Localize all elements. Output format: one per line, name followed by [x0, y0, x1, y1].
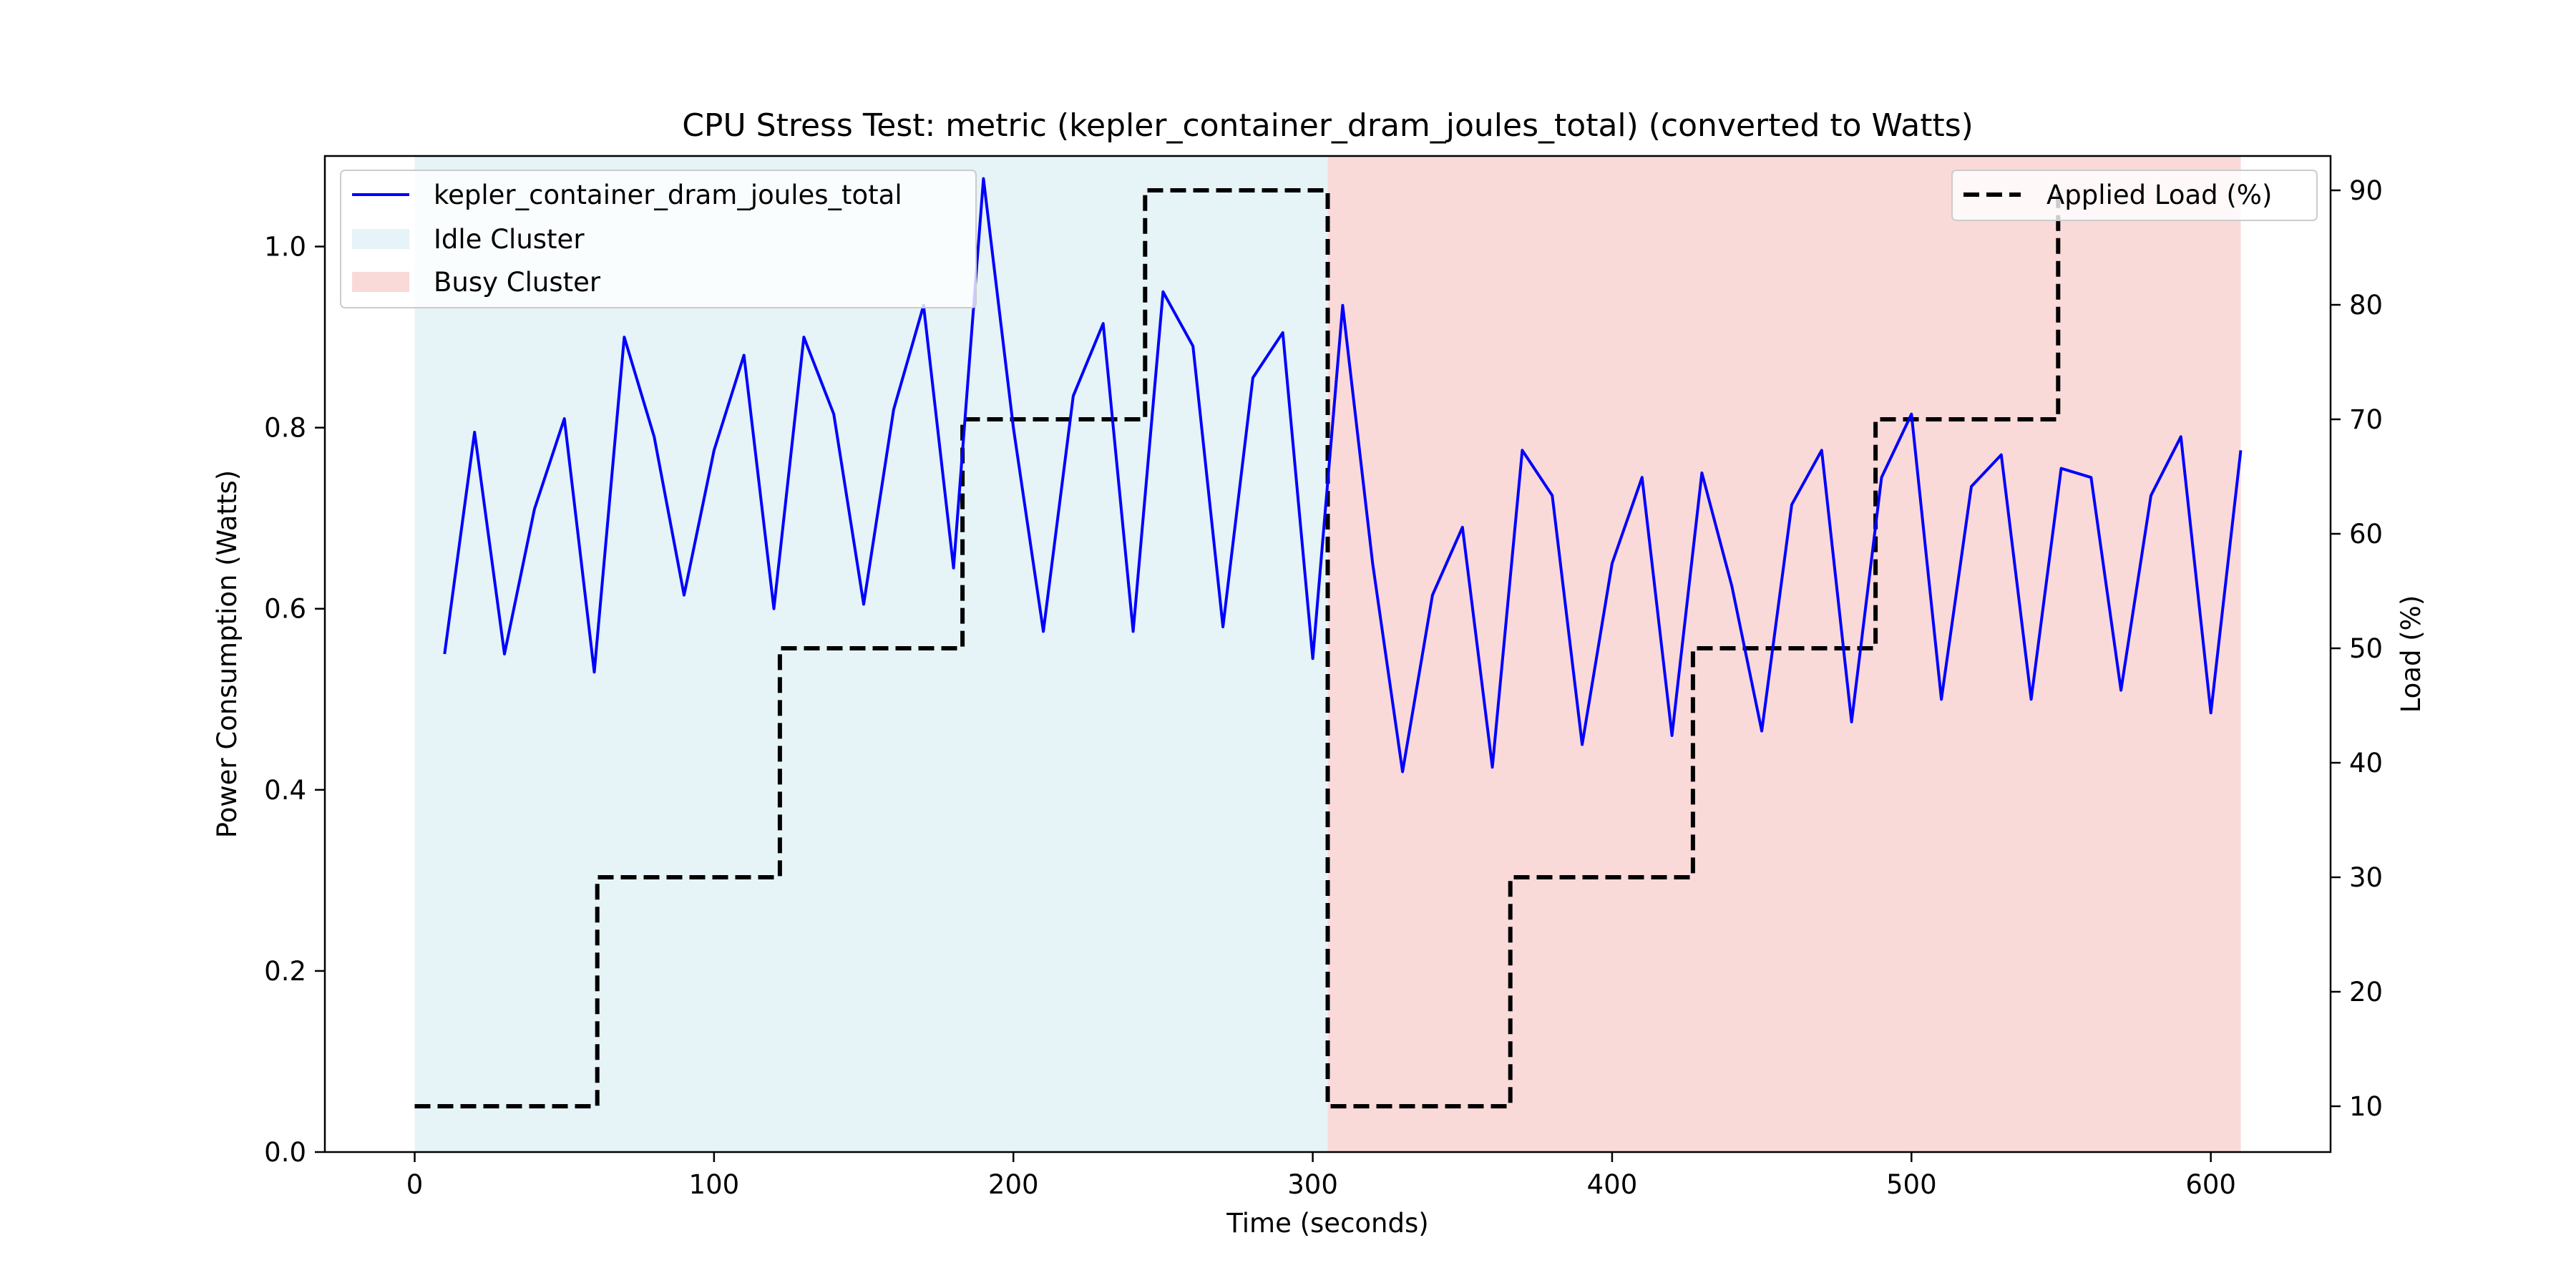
y2-tick-label: 90 [2349, 175, 2383, 206]
legend-right: Applied Load (%) [1951, 170, 2318, 221]
y2-tick-label: 40 [2349, 748, 2383, 779]
chart-title: CPU Stress Test: metric (kepler_containe… [682, 107, 1974, 144]
x-tick-label: 600 [2185, 1169, 2236, 1200]
y2-tick-label: 50 [2349, 633, 2383, 664]
y-axis-label: Power Consumption (Watts) [212, 470, 243, 839]
legend-left: kepler_container_dram_joules_total Idle … [340, 170, 977, 308]
power-series-line [443, 177, 2243, 774]
x-tick-label: 300 [1287, 1169, 1338, 1200]
legend-swatch-idle [352, 229, 409, 249]
y-tick-label: 0.4 [264, 775, 306, 806]
y2-tick-label: 60 [2349, 519, 2383, 550]
y-tick-label: 0.0 [264, 1137, 306, 1168]
y-tick-label: 1.0 [264, 232, 306, 263]
y-tick-label: 0.6 [264, 594, 306, 625]
y2-tick-label: 70 [2349, 404, 2383, 435]
legend-left-frame [340, 170, 977, 308]
power-series-layer [443, 177, 2243, 774]
x-axis-ticks: 0 100 200 300 400 500 600 [406, 1152, 2236, 1200]
legend-right-frame [1951, 170, 2318, 221]
y2-tick-label: 30 [2349, 862, 2383, 893]
legend-swatch-busy [352, 272, 409, 292]
legend-entry-idle: Idle Cluster [434, 224, 585, 255]
x-tick-label: 0 [406, 1169, 424, 1200]
y2-tick-label: 80 [2349, 290, 2383, 321]
y2-axis-label: Load (%) [2396, 595, 2426, 713]
y-axis-ticks: 0.0 0.2 0.4 0.6 0.8 1.0 [264, 232, 325, 1168]
y2-tick-label: 10 [2349, 1091, 2383, 1122]
y2-axis-ticks: 10 20 30 40 50 60 70 80 90 [2331, 175, 2383, 1122]
plot-frame [323, 155, 2332, 1153]
x-tick-label: 400 [1587, 1169, 1638, 1200]
region-idle-cluster [414, 156, 1328, 1152]
legend-entry-load: Applied Load (%) [2046, 180, 2272, 210]
y-tick-label: 0.2 [264, 956, 306, 987]
x-tick-label: 100 [689, 1169, 740, 1200]
x-axis-label: Time (seconds) [1226, 1208, 1428, 1239]
x-tick-label: 500 [1886, 1169, 1937, 1200]
x-tick-label: 200 [988, 1169, 1039, 1200]
region-busy-cluster [1327, 156, 2241, 1152]
legend-entry-power: kepler_container_dram_joules_total [434, 180, 902, 210]
legend-entry-busy: Busy Cluster [434, 267, 601, 298]
y2-tick-label: 20 [2349, 977, 2383, 1008]
y-tick-label: 0.8 [264, 413, 306, 444]
shaded-regions [414, 156, 2241, 1152]
